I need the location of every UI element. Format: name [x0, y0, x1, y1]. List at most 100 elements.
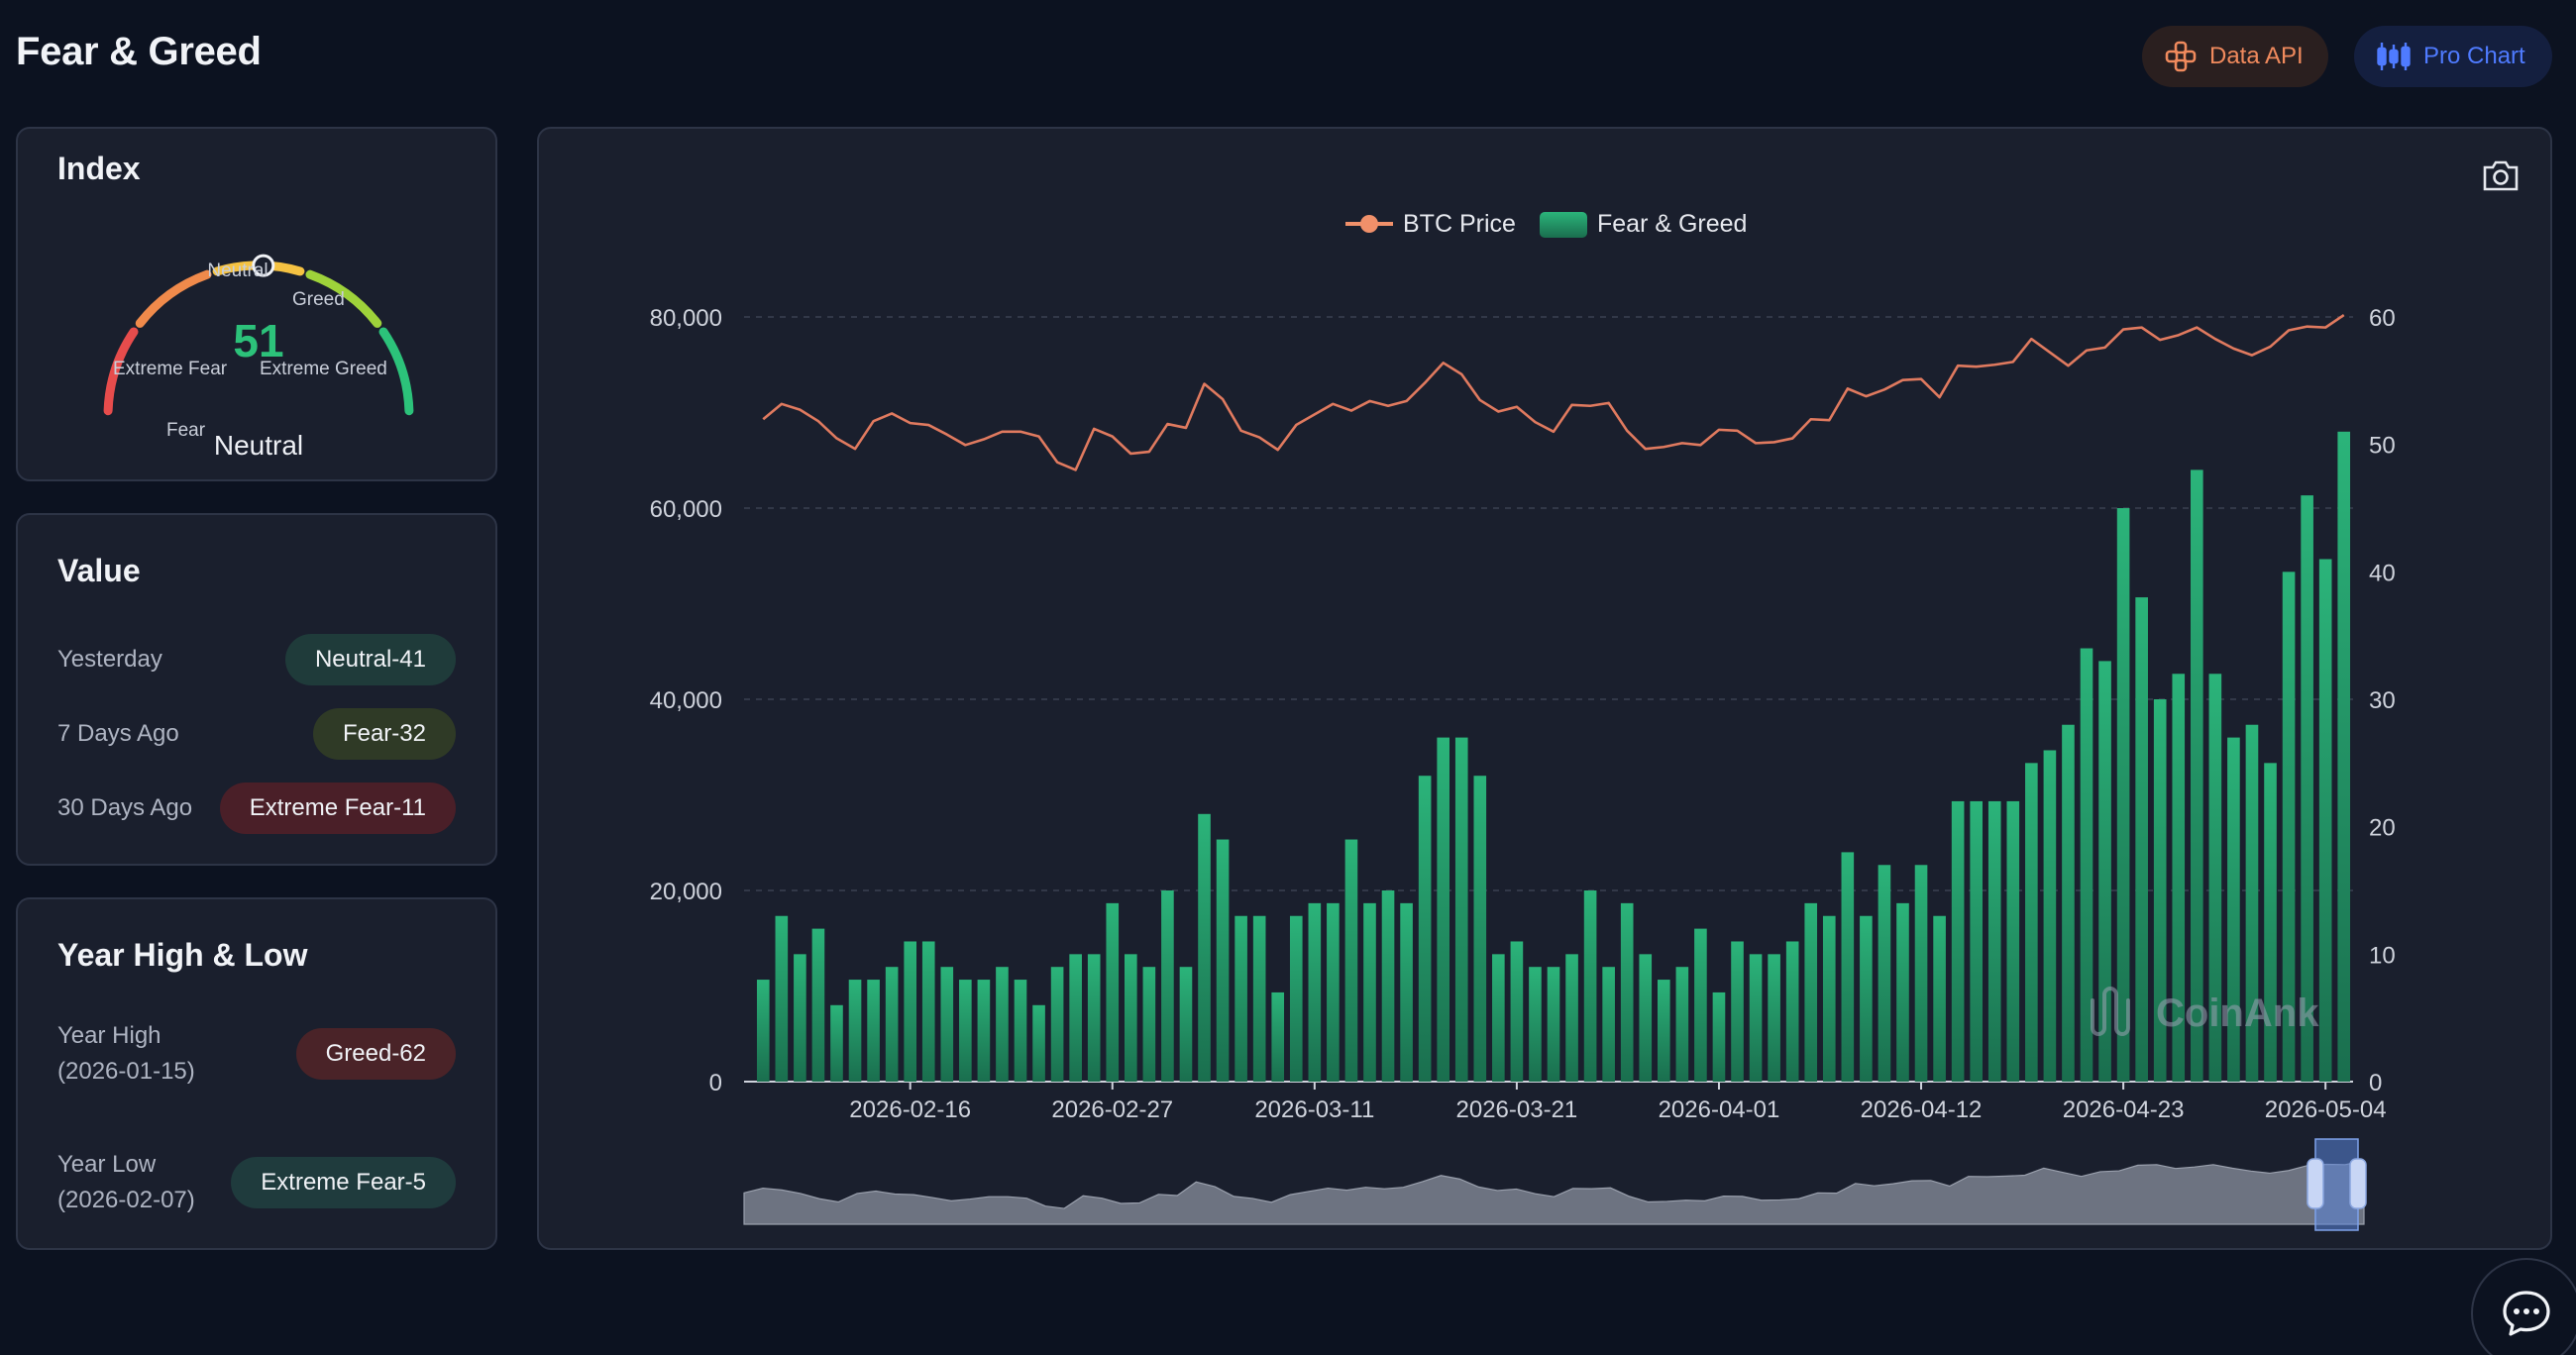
fear-greed-bar[interactable] [2301, 495, 2313, 1083]
fear-greed-bar[interactable] [1014, 980, 1027, 1082]
fear-greed-bar[interactable] [1987, 800, 2001, 1082]
fear-greed-bar[interactable] [1327, 902, 1340, 1082]
fear-greed-bar[interactable] [1032, 1004, 1045, 1082]
data-api-button[interactable]: Data API [2142, 26, 2328, 87]
fear-greed-bar[interactable] [2062, 724, 2075, 1082]
fear-greed-bar[interactable] [1234, 915, 1247, 1082]
chat-button[interactable] [2471, 1258, 2576, 1355]
pro-chart-button[interactable]: Pro Chart [2354, 26, 2552, 87]
fear-greed-bar[interactable] [2282, 572, 2296, 1082]
fear-greed-bar[interactable] [2025, 763, 2038, 1082]
fear-greed-bar[interactable] [1529, 967, 1542, 1082]
fear-greed-bar[interactable] [1822, 915, 1836, 1082]
fear-greed-bar[interactable] [794, 954, 806, 1082]
fear-greed-bar[interactable] [1050, 967, 1064, 1082]
candlestick-icon [2377, 43, 2411, 70]
fear-greed-bar[interactable] [1161, 890, 1174, 1082]
fear-greed-bar[interactable] [867, 980, 880, 1082]
fear-greed-bar[interactable] [1731, 941, 1744, 1082]
fear-greed-bar[interactable] [1252, 915, 1266, 1082]
fear-greed-bar[interactable] [1620, 902, 1634, 1082]
fear-greed-bar[interactable] [1970, 800, 1983, 1082]
fear-greed-bar[interactable] [1179, 967, 1193, 1082]
fear-greed-bar[interactable] [830, 1004, 843, 1082]
fear-greed-bar[interactable] [921, 941, 935, 1082]
fear-greed-bar[interactable] [2337, 431, 2351, 1082]
fear-greed-bar[interactable] [1602, 967, 1615, 1082]
camera-icon[interactable] [2481, 158, 2521, 194]
fear-greed-bar[interactable] [1785, 941, 1799, 1082]
fear-greed-bar[interactable] [1694, 928, 1707, 1082]
fear-greed-bar[interactable] [1418, 776, 1432, 1082]
fear-greed-bar[interactable] [848, 980, 862, 1082]
fear-greed-bar[interactable] [1381, 890, 1395, 1082]
fear-greed-bar[interactable] [1363, 902, 1376, 1082]
fear-greed-bar[interactable] [1069, 954, 1082, 1082]
fear-greed-bar[interactable] [904, 941, 916, 1082]
legend-label-btc-price: BTC Price [1403, 210, 1516, 238]
fear-greed-bar[interactable] [1271, 991, 1285, 1082]
fear-greed-bar[interactable] [2098, 661, 2111, 1082]
fear-greed-bar[interactable] [1216, 839, 1230, 1082]
fear-greed-bar[interactable] [1712, 991, 1726, 1082]
fear-greed-bar[interactable] [1142, 967, 1156, 1082]
fear-greed-bar[interactable] [940, 967, 954, 1082]
fear-greed-bar[interactable] [1565, 954, 1578, 1082]
fear-greed-bar[interactable] [2153, 699, 2167, 1082]
data-zoom-slider[interactable] [743, 1138, 2367, 1231]
legend-item-fear-greed[interactable]: Fear & Greed [1540, 210, 1747, 238]
fear-greed-bar[interactable] [977, 980, 991, 1082]
fear-greed-bar[interactable] [1289, 915, 1303, 1082]
fear-greed-bar[interactable] [2172, 674, 2186, 1082]
fear-greed-bar[interactable] [775, 915, 789, 1082]
btc-price-line[interactable] [762, 313, 2345, 471]
fear-greed-bar[interactable] [2245, 724, 2259, 1082]
fear-greed-bar[interactable] [2227, 737, 2240, 1082]
fear-greed-bar[interactable] [1547, 967, 1560, 1082]
fear-greed-bar[interactable] [1454, 737, 1468, 1082]
fear-greed-bar[interactable] [996, 967, 1009, 1082]
fear-greed-bar[interactable] [1878, 865, 1891, 1082]
fear-greed-bar[interactable] [1400, 902, 1413, 1082]
data-zoom-handle-left[interactable] [2307, 1158, 2324, 1209]
fear-greed-bar[interactable] [1768, 954, 1780, 1082]
fear-greed-bar[interactable] [2006, 800, 2020, 1082]
fear-greed-bar[interactable] [1675, 967, 1689, 1082]
fear-greed-bar[interactable] [1583, 890, 1597, 1082]
fear-greed-bar[interactable] [1639, 954, 1653, 1082]
fear-greed-bar[interactable] [1749, 954, 1763, 1082]
fear-greed-bar[interactable] [1933, 915, 1946, 1082]
fear-greed-bar[interactable] [1510, 941, 1524, 1082]
legend-item-btc-price[interactable]: BTC Price [1345, 210, 1516, 238]
data-zoom-handle-right[interactable] [2349, 1158, 2367, 1209]
fear-greed-bar[interactable] [1492, 954, 1505, 1082]
fear-greed-bar[interactable] [1308, 902, 1322, 1082]
fear-greed-bar[interactable] [2080, 648, 2093, 1082]
fear-greed-bar[interactable] [1804, 902, 1818, 1082]
fear-greed-bar[interactable] [1198, 813, 1211, 1082]
fear-greed-bar[interactable] [1841, 852, 1855, 1082]
fear-greed-bar[interactable] [1473, 776, 1487, 1082]
year-high-low-card: Year High & Low Year High (2026-01-15) G… [16, 897, 497, 1250]
fear-greed-bar[interactable] [1106, 902, 1120, 1082]
fear-greed-bar[interactable] [1860, 915, 1873, 1082]
fear-greed-bar[interactable] [2116, 508, 2130, 1082]
fear-greed-bar[interactable] [1951, 800, 1965, 1082]
fear-greed-bar[interactable] [1125, 954, 1137, 1082]
fear-greed-bar[interactable] [2135, 597, 2148, 1082]
fear-greed-bar[interactable] [2264, 763, 2277, 1082]
fear-greed-bar[interactable] [885, 967, 899, 1082]
fear-greed-bar[interactable] [1437, 737, 1449, 1082]
fear-greed-bar[interactable] [1658, 980, 1670, 1082]
fear-greed-bar[interactable] [1087, 954, 1101, 1082]
fear-greed-bar[interactable] [1344, 839, 1358, 1082]
fear-greed-bar[interactable] [2318, 559, 2332, 1082]
fear-greed-bar[interactable] [811, 928, 825, 1082]
fear-greed-bar[interactable] [1914, 865, 1928, 1082]
fear-greed-bar[interactable] [2191, 469, 2203, 1082]
fear-greed-bar[interactable] [959, 980, 972, 1082]
fear-greed-bar[interactable] [2208, 674, 2222, 1082]
fear-greed-bar[interactable] [1896, 902, 1909, 1082]
fear-greed-bar[interactable] [2043, 750, 2057, 1082]
fear-greed-bar[interactable] [756, 980, 770, 1082]
